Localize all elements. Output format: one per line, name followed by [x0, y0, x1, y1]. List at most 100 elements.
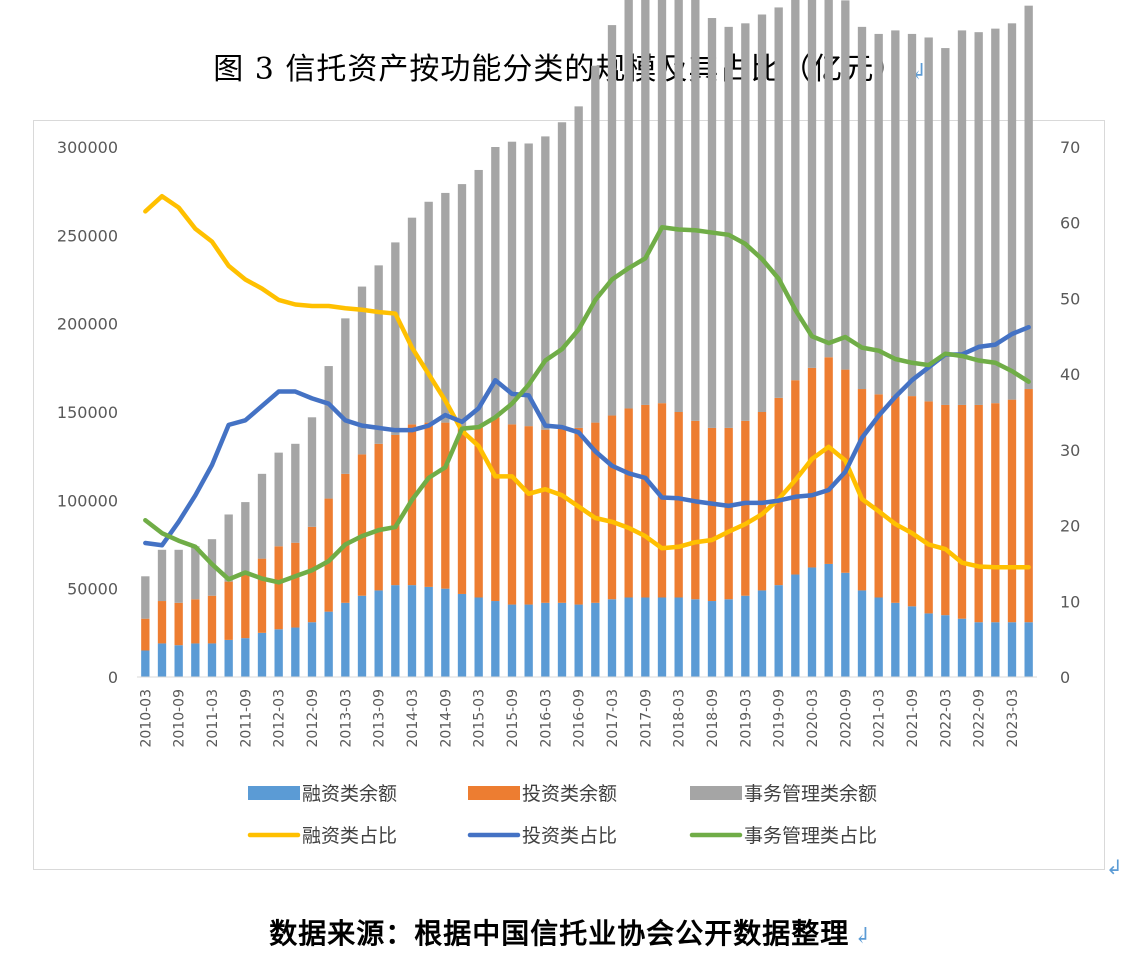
- bar-investment: [524, 426, 533, 605]
- bar-management: [457, 184, 467, 427]
- bar-financing: [424, 586, 433, 677]
- bar-management: [957, 30, 967, 405]
- bar-financing: [341, 602, 350, 677]
- legend-swatch-investment: [468, 786, 520, 800]
- bar-financing: [991, 622, 1000, 677]
- x-tick-label: 2022-09: [972, 689, 988, 748]
- bar-investment: [907, 396, 917, 607]
- bar-financing: [507, 604, 517, 677]
- left-tick-label: 250000: [57, 226, 118, 245]
- bar-investment: [774, 397, 783, 586]
- x-tick-label: 2013-09: [372, 689, 388, 748]
- x-tick-label: 2020-09: [838, 689, 854, 748]
- bar-investment: [1024, 389, 1033, 623]
- bar-investment: [674, 412, 683, 598]
- series-line-management-share: [143, 225, 1031, 585]
- bar-financing: [591, 602, 600, 677]
- bar-management: [557, 122, 567, 428]
- bars-layer: [137, 0, 1037, 678]
- left-tick-label: 150000: [57, 403, 118, 422]
- bar-investment: [857, 389, 867, 591]
- bar-investment: [507, 424, 517, 605]
- bar-investment: [657, 403, 667, 598]
- right-tick-label: 30: [1060, 441, 1080, 460]
- bar-investment: [974, 404, 983, 623]
- bar-management: [607, 25, 617, 416]
- source-note: 数据来源：根据中国信托业协会公开数据整理 ↲: [0, 912, 1142, 952]
- bar-management: [757, 14, 767, 412]
- left-tick-label: 0: [108, 668, 118, 687]
- bar-investment: [891, 396, 900, 603]
- bar-investment: [307, 526, 317, 623]
- x-tick-label: 2021-03: [872, 689, 888, 748]
- bar-investment: [274, 546, 283, 630]
- x-tick-label: 2017-03: [605, 689, 621, 748]
- right-tick-label: 50: [1060, 289, 1080, 308]
- bar-financing: [1007, 622, 1017, 677]
- bar-management: [157, 549, 167, 602]
- bar-management: [857, 26, 867, 390]
- bar-investment: [157, 601, 167, 644]
- bar-investment: [607, 415, 617, 600]
- bar-investment: [874, 394, 883, 598]
- bar-investment: [824, 357, 833, 564]
- x-tick-label: 2017-09: [638, 689, 654, 748]
- series-line-financing-share: [143, 193, 1031, 570]
- legend-label: 投资类占比: [522, 825, 617, 847]
- chart-title: 图 3 信托资产按功能分类的规模及其占比（亿元） ↲: [0, 44, 1142, 88]
- bar-investment: [207, 595, 217, 644]
- bar-financing: [974, 622, 983, 677]
- bar-management: [624, 0, 633, 409]
- bar-financing: [941, 615, 950, 677]
- x-tick-label: 2010-09: [172, 689, 188, 748]
- x-tick-label: 2018-09: [705, 689, 721, 748]
- bar-management: [507, 141, 517, 425]
- bar-financing: [874, 597, 883, 677]
- bar-investment: [941, 404, 950, 616]
- bar-financing: [524, 604, 533, 677]
- x-tick-label: 2022-03: [938, 689, 954, 748]
- bar-investment: [407, 424, 417, 586]
- bar-financing: [274, 629, 283, 677]
- bar-investment: [541, 429, 550, 603]
- bar-financing: [907, 606, 917, 677]
- bar-financing: [724, 599, 733, 677]
- bar-management: [524, 143, 533, 427]
- bar-financing: [824, 563, 833, 677]
- bar-investment: [174, 602, 183, 646]
- bar-investment: [924, 401, 933, 614]
- bar-financing: [757, 590, 767, 677]
- series-line-investment-share: [143, 324, 1031, 548]
- return-mark-icon: ↲: [1106, 855, 1123, 879]
- x-tick-label: 2020-03: [805, 689, 821, 748]
- bar-investment: [574, 427, 583, 605]
- x-tick-label: 2010-03: [138, 689, 154, 748]
- bar-financing: [491, 601, 500, 677]
- bar-financing: [674, 597, 683, 677]
- bar-investment: [591, 422, 600, 603]
- left-tick-label: 200000: [57, 315, 118, 334]
- bar-management: [324, 366, 333, 499]
- right-tick-label: 20: [1060, 517, 1080, 536]
- x-tick-label: 2015-09: [505, 689, 521, 748]
- x-tick-label: 2011-03: [205, 689, 221, 748]
- bar-management: [691, 0, 700, 421]
- bar-financing: [857, 590, 867, 677]
- bar-management: [991, 28, 1000, 404]
- bar-management: [341, 318, 350, 474]
- x-tick-label: 2012-09: [305, 689, 321, 748]
- bar-investment: [474, 426, 483, 598]
- bar-financing: [791, 574, 800, 677]
- x-tick-label: 2018-03: [672, 689, 688, 748]
- bar-financing: [207, 643, 217, 677]
- bar-financing: [357, 595, 367, 677]
- x-tick-label: 2019-09: [772, 689, 788, 748]
- bar-financing: [324, 611, 333, 677]
- right-tick-label: 40: [1060, 365, 1080, 384]
- bar-investment: [241, 574, 250, 639]
- bar-management: [974, 32, 983, 405]
- bar-investment: [291, 542, 300, 628]
- lines-layer: [143, 193, 1031, 585]
- right-axis: 0 10 20 30 40 50 60 70: [1060, 138, 1080, 687]
